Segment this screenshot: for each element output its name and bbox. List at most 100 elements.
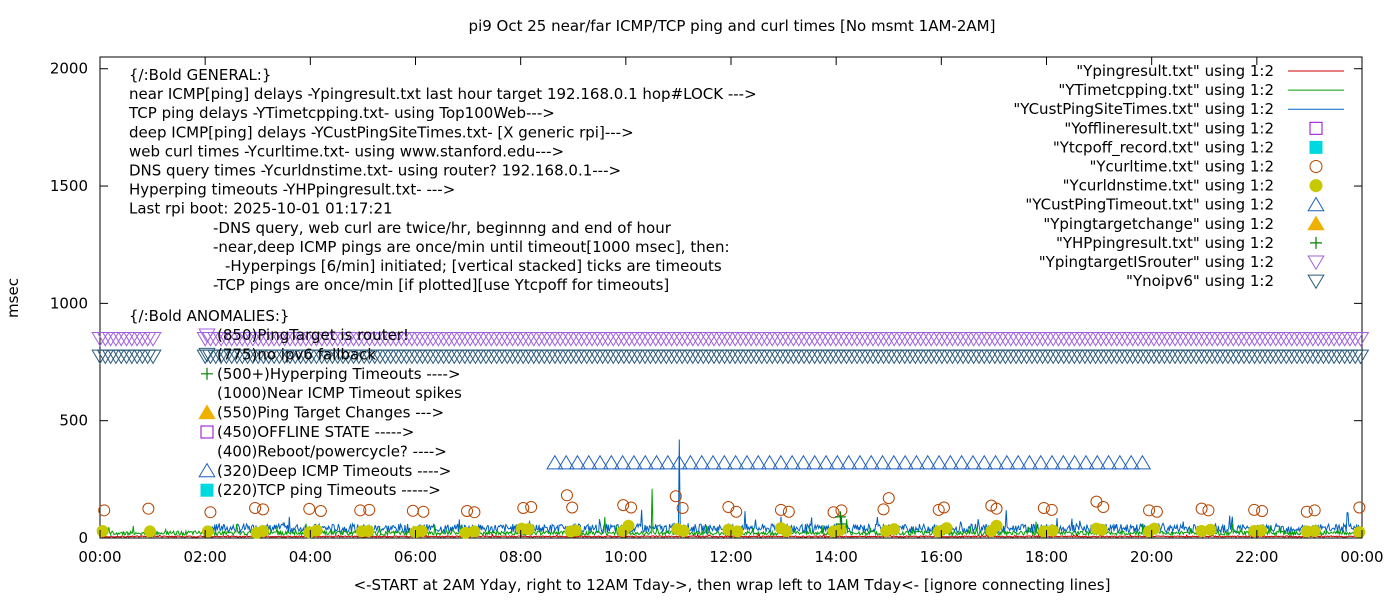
series-1-marker <box>890 349 909 365</box>
series-0-marker <box>662 332 681 347</box>
legend-marker <box>1307 274 1325 290</box>
series-4-point <box>780 524 793 537</box>
legend-marker <box>1307 215 1325 231</box>
series-1-marker <box>742 349 760 365</box>
series-0-marker <box>1012 332 1031 347</box>
legend-marker <box>1309 121 1323 135</box>
series-1-marker <box>144 349 162 365</box>
series-1-marker <box>1272 349 1290 365</box>
series-1-marker <box>662 349 681 365</box>
series-0-marker <box>800 332 819 347</box>
series-2-marker <box>817 454 835 470</box>
series-0-marker <box>1113 332 1131 347</box>
note-line: -DNS query, web curl are twice/hr, begin… <box>213 219 672 237</box>
series-0-marker <box>546 332 564 347</box>
series-0-marker <box>768 332 787 347</box>
series-3-point <box>303 502 316 515</box>
anomaly-marker <box>200 483 214 497</box>
series-3-point <box>722 501 735 514</box>
ticks-layer: 0 500 1000 1500 2000 00:00 02:00 04:00 06:00 08:0… <box>50 57 1384 566</box>
series-1-marker <box>1150 349 1168 365</box>
x-axis-label: <-START at 2AM Yday, right to 12AM Tday-… <box>354 576 1111 594</box>
series-1-marker <box>477 349 495 365</box>
series-0-marker <box>1155 332 1174 347</box>
series-0-marker <box>1139 332 1158 347</box>
series-1-marker <box>1139 349 1158 365</box>
series-2-marker <box>794 454 813 470</box>
series-1-marker <box>117 349 136 365</box>
series-1-marker <box>1070 349 1089 365</box>
series-2-marker <box>591 454 609 470</box>
series-0-marker <box>731 332 750 347</box>
anomaly-marker <box>198 404 216 420</box>
series-0-marker <box>567 332 585 347</box>
y-tick-label: 500 <box>59 412 88 430</box>
series-2-marker <box>704 454 722 470</box>
series-0-marker <box>631 332 649 347</box>
series-0-marker <box>112 332 130 347</box>
series-4-point <box>1148 522 1161 535</box>
series-4-point <box>415 524 428 537</box>
series-1-marker <box>721 349 739 365</box>
series-0-marker <box>1282 332 1301 347</box>
series-2-marker <box>749 454 767 470</box>
anomaly-label: (450)OFFLINE STATE -----> <box>217 423 414 441</box>
series-0-marker <box>1314 332 1333 347</box>
series-0-marker <box>625 332 644 347</box>
series-1-marker <box>562 349 580 365</box>
series-0-marker <box>737 332 755 347</box>
series-4-point <box>1204 523 1217 536</box>
series-3-point <box>1045 503 1058 516</box>
series-1-marker <box>763 349 781 365</box>
series-1-marker <box>1224 349 1243 365</box>
series-2-marker <box>546 454 564 470</box>
series-0-marker <box>413 332 432 347</box>
series-1-marker <box>1113 349 1131 365</box>
series-2-marker <box>806 454 824 470</box>
series-0-marker <box>551 332 569 347</box>
series-2-marker <box>1122 454 1140 470</box>
series-3-point <box>525 501 538 514</box>
series-0-marker <box>450 332 469 347</box>
series-1-marker <box>424 349 442 365</box>
series-0-marker <box>678 332 697 347</box>
series-1-marker <box>1102 349 1121 365</box>
series-0-marker <box>1118 332 1137 347</box>
series-0-marker <box>943 332 962 347</box>
series-1-marker <box>710 349 728 365</box>
legend-label: "YTimetcpping.txt" using 1:2 <box>1058 81 1274 99</box>
series-0-marker <box>694 332 713 347</box>
series-3-point <box>517 501 530 514</box>
series-0-marker <box>1251 332 1269 347</box>
series-1-marker <box>1155 349 1174 365</box>
series-1-marker <box>128 349 146 365</box>
series-0-marker <box>1028 332 1046 347</box>
series-0-marker <box>858 332 877 347</box>
series-1-marker <box>1335 349 1354 365</box>
series-1-marker <box>673 349 691 365</box>
series-1-marker <box>572 349 591 365</box>
series-0-marker <box>758 332 776 347</box>
series-1-marker <box>943 349 962 365</box>
series-1-marker <box>1214 349 1232 365</box>
series-0-marker <box>938 332 956 347</box>
series-1-marker <box>1277 349 1296 365</box>
series-1-marker <box>434 349 453 365</box>
series-0-marker <box>911 332 930 347</box>
series-4-point <box>1095 523 1108 536</box>
series-1-marker <box>832 349 850 365</box>
series-0-marker <box>964 332 983 347</box>
series-1-marker <box>419 349 437 365</box>
series-2-marker <box>647 454 666 470</box>
series-3-point <box>1143 504 1156 517</box>
series-1-marker <box>519 349 538 365</box>
series-3-point <box>1202 504 1215 517</box>
series-1-marker <box>381 349 400 365</box>
series-1-marker <box>1123 349 1142 365</box>
series-5-point <box>834 511 846 523</box>
series-3-point <box>1308 504 1321 517</box>
series-0-marker <box>1166 332 1184 347</box>
series-1-marker <box>790 349 808 365</box>
series-0-marker <box>1320 332 1338 347</box>
series-0-marker <box>1341 332 1359 347</box>
